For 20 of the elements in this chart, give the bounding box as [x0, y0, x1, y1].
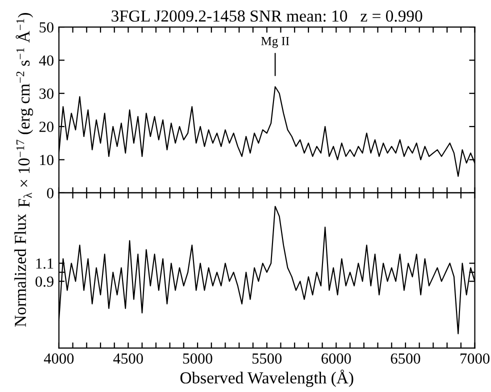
y-tick-label: 30 — [40, 88, 54, 99]
chart-title: 3FGL J2009.2-1458 SNR mean: 10 z = 0.990 — [112, 10, 422, 22]
y-tick-label: 20 — [39, 122, 54, 132]
x-tick-label: 4000 — [44, 353, 74, 364]
x-tick-label: 7000 — [460, 353, 490, 364]
text: F$_{λ}$ × 10$^{−17}$ (erg cm$^{−2}$ s$^{−1}$ Å$^{−1}$) — [16, 13, 34, 208]
x-axis-title: Observed Wavelength (Å) — [180, 370, 354, 387]
x-tick-label: 5500 — [252, 353, 282, 364]
x-tick-label: 6500 — [390, 353, 420, 364]
y-tick-label: 10 — [40, 154, 54, 166]
x-tick-label: 4500 — [113, 353, 143, 364]
y-tick-label: 0.9 — [36, 276, 54, 287]
y-tick-label: 1.1 — [36, 258, 54, 269]
y-tick-label: 40 — [39, 55, 54, 66]
annotation: Mg II — [261, 36, 290, 48]
y-tick-label: 50 — [40, 22, 54, 32]
x-tick-label: 5000 — [183, 353, 212, 364]
x-tick-label: 6000 — [322, 353, 351, 364]
y-tick-label: 0 — [47, 188, 54, 198]
y-axis-title: Normalized Flux — [14, 214, 26, 327]
